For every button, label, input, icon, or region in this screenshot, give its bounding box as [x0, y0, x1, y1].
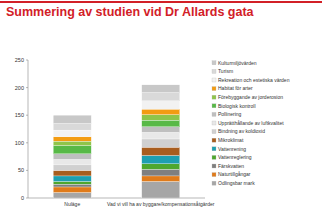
- bar-segment: [142, 169, 180, 176]
- bar-segment: [142, 93, 180, 101]
- legend-swatch: [212, 147, 216, 151]
- bar-segment: [142, 127, 180, 133]
- bar-segment: [53, 192, 91, 198]
- x-tick-label: Nuläge: [64, 201, 80, 207]
- y-tick-label: 0: [21, 195, 24, 201]
- bar-segment: [142, 147, 180, 155]
- legend-label: Vattenrening: [218, 146, 246, 152]
- header-rule: [0, 1, 322, 3]
- bar-segment: [142, 132, 180, 139]
- bar-segment: [53, 115, 91, 123]
- legend-swatch: [212, 78, 216, 82]
- legend-label: Pollinering: [218, 111, 242, 117]
- y-tick: [26, 170, 28, 171]
- legend-label: Bindning av koldioxid: [218, 128, 265, 134]
- x-tick-label: Vad vi vill ha av byggare/kompensationså…: [107, 201, 215, 207]
- bar-segment: [142, 139, 180, 147]
- bar-segment: [142, 85, 180, 93]
- bar-segment: [142, 101, 180, 109]
- legend-swatch: [212, 69, 216, 73]
- y-tick: [26, 87, 28, 88]
- y-tick: [26, 198, 28, 199]
- legend-swatch: [212, 155, 216, 159]
- legend-swatch: [212, 112, 216, 116]
- bar-segment: [142, 155, 180, 163]
- bars: [53, 85, 180, 198]
- bar-segment: [53, 187, 91, 193]
- bar-segment: [53, 181, 91, 184]
- bar-segment: [53, 170, 91, 176]
- legend-label: Kulturmiljövärden: [218, 60, 257, 66]
- bar-segment: [53, 137, 91, 141]
- y-tick: [26, 60, 28, 61]
- legend-swatch: [212, 61, 216, 65]
- bar-segment: [53, 184, 91, 187]
- y-tick-label: 150: [15, 112, 24, 118]
- bar-segment: [53, 130, 91, 137]
- bar-segment: [53, 141, 91, 145]
- bar-segment: [142, 181, 180, 198]
- legend-swatch: [212, 121, 216, 125]
- legend-label: Odlingsbar mark: [218, 180, 255, 186]
- legend-swatch: [212, 95, 216, 99]
- bar-segment: [142, 120, 180, 127]
- legend-label: Rekreation och estetiska värden: [218, 77, 290, 83]
- y-tick-label: 200: [15, 85, 24, 91]
- y-tick-label: 50: [18, 167, 24, 173]
- y-tick: [26, 115, 28, 116]
- legend-swatch: [212, 164, 216, 168]
- y-tick-label: 100: [15, 140, 24, 146]
- bar-segment: [53, 176, 91, 182]
- bar-segment: [53, 146, 91, 154]
- chart: 0 50 100 150 200 250 Nuläge Vad vi vill ha av b…: [0, 0, 322, 214]
- bar-segment: [53, 165, 91, 171]
- legend-label: Naturtillgångar: [218, 171, 251, 177]
- legend-label: Turism: [218, 68, 233, 74]
- y-tick-label: 250: [15, 57, 24, 63]
- legend-swatch: [212, 138, 216, 142]
- legend-swatch: [212, 173, 216, 177]
- legend-label: Färskvatten: [218, 163, 244, 169]
- legend-label: Förebyggande av jorderosion: [218, 94, 283, 100]
- bar-segment: [53, 159, 91, 165]
- title: Summering av studien vid Dr Allards gata: [6, 5, 306, 19]
- y-tick: [26, 142, 28, 143]
- legend-swatch: [212, 130, 216, 134]
- legend-swatch: [212, 87, 216, 91]
- bar-segment: [53, 123, 91, 130]
- legend-swatch: [212, 181, 216, 185]
- bar-segment: [142, 164, 180, 170]
- legend-label: Biologisk kontroll: [218, 103, 256, 109]
- bar-segment: [142, 115, 180, 121]
- legend-swatch: [212, 104, 216, 108]
- bar-segment: [53, 154, 91, 160]
- legend-label: Vattenreglering: [218, 154, 252, 160]
- legend-label: Habitat för arter: [218, 85, 253, 91]
- y-axis: [28, 60, 29, 198]
- legend-label: Upprätthållande av luftkvalitet: [218, 120, 284, 126]
- bar-segment: [142, 176, 180, 182]
- bar-segment: [142, 109, 180, 115]
- legend-label: Mikroklimat: [218, 137, 244, 143]
